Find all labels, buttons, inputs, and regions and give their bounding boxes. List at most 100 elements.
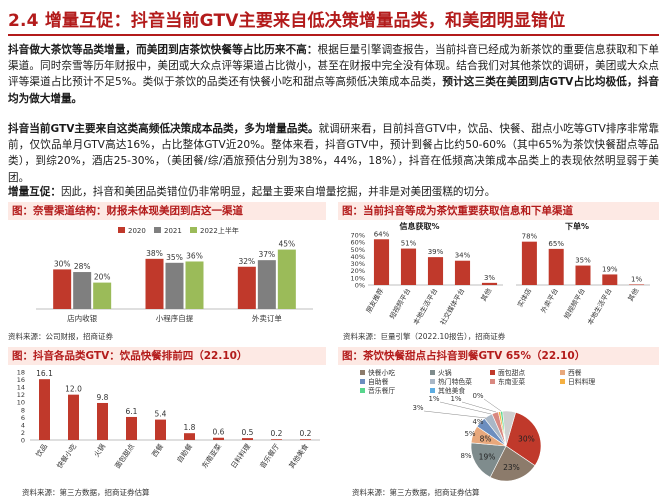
category-label-其他: 其他 [479,286,494,302]
subchart-title-1: 信息获取% [399,221,439,231]
bar-其他 [629,284,645,285]
y-tick-0: 0 [21,437,25,445]
bar-短视频平台 [575,265,591,285]
bar-label-其他: 1% [631,275,642,283]
bar-label-东南亚菜: 0.6 [213,428,225,437]
bar-火锅 [97,402,108,440]
bar-外卖订单-2021 [257,260,276,309]
y-tick-30%: 30% [351,260,365,268]
bar-东南亚菜 [213,437,224,440]
figure-1-heading: 图：奈雪渠道结构：财报未体现美团到店这一渠道 [8,202,326,220]
pie-outside-label-2: 1% [450,395,461,403]
y-tick-10%: 10% [351,274,365,282]
figure-2-heading: 图：当前抖音等成为茶饮重要获取信息和下单渠道 [338,202,659,220]
pie-label-火锅: 19% [479,453,496,462]
paragraph-3-lead: 增量互促： [8,186,61,198]
bar-label-小程序自提-2022上半年: 36% [186,251,203,260]
legend-label-面包甜点: 面包甜点 [498,368,525,377]
category-label-店内收银: 店内收银 [67,313,97,323]
category-label-其他美食: 其他美食 [287,442,310,470]
legend-swatch-2020 [118,227,125,233]
category-label-短视频平台: 短视频平台 [562,286,587,320]
pie-leader-0 [423,410,487,419]
bar-label-实体店: 78% [522,233,538,241]
y-tick-4: 4 [21,421,25,429]
pie-label-西餐: 8% [460,452,471,460]
pie-slice-其它 [502,410,517,447]
bar-本地生活平台 [602,274,618,285]
category-label-外卖平台: 外卖平台 [539,286,560,314]
y-tick-14: 14 [17,384,25,392]
legend-label-东南亚菜: 东南亚菜 [498,377,525,386]
bar-label-外卖订单-2021: 37% [258,250,275,259]
y-tick-10: 10 [17,399,25,407]
figure-2-source: 资料来源：巨量引擎（2022.10报告），招商证券 [343,332,506,341]
legend-swatch-热门特色菜 [430,379,435,384]
bar-label-店内收银-2021: 28% [74,262,91,271]
y-tick-70%: 70% [351,232,365,240]
paragraph-3: 增量互促：因此，抖音和美团品类错位仍非常明显，起量主要来自增量挖掘，并非是对美团… [8,184,659,200]
bar-label-小程序自提-2020: 38% [146,249,163,258]
bar-label-店内收银-2022上半年: 20% [94,273,111,282]
category-label-社交媒体平台: 社交媒体平台 [438,286,466,326]
bar-label-火锅: 9.8 [97,393,109,402]
bar-日料料理 [242,438,253,440]
y-tick-12: 12 [17,391,25,399]
bar-店内收银-2020 [53,269,72,309]
category-label-西餐: 西餐 [150,442,165,459]
figure-4-source: 资料来源：第三方数据，招商证券估算 [352,488,480,497]
category-label-自助餐: 自助餐 [175,442,194,464]
category-label-短视频平台: 短视频平台 [387,286,412,320]
bar-label-外卖订单-2022上半年: 45% [278,240,295,249]
category-label-饮品: 饮品 [34,442,49,459]
bar-小程序自提-2022上半年 [185,261,204,309]
pie-outside-label-3: 0% [472,392,483,400]
pie-label-西餐: 8% [480,435,492,444]
legend-label-音乐餐厅: 音乐餐厅 [368,386,395,395]
legend-label-快餐小吃: 快餐小吃 [368,368,395,377]
legend-label-西餐: 西餐 [568,368,582,377]
y-tick-40%: 40% [351,253,365,261]
bar-外卖平台 [548,248,564,285]
legend-label-2022上半年: 2022上半年 [200,226,239,235]
bar-快餐小吃 [68,394,79,440]
bar-西餐 [155,419,166,440]
pie-leader-3 [483,398,502,412]
bar-外卖订单-2020 [237,266,256,309]
legend-swatch-2021 [154,227,161,233]
category-label-面包甜点: 面包甜点 [113,442,136,470]
pie-label-快餐小吃: 23% [503,463,520,472]
bar-label-社交媒体平台: 34% [455,252,471,260]
category-label-本地生活平台: 本地生活平台 [411,286,439,326]
paragraph-2-lead: 抖音当前GTV主要来自这类高频低决策成本品类，多为增量品类。 [8,123,319,135]
y-tick-6: 6 [21,414,25,422]
bar-label-本地生活平台: 19% [602,265,618,273]
figure-3-source: 资料来源：第三方数据，招商证券估算 [22,488,150,497]
legend-label-热门特色菜: 热门特色菜 [438,377,472,386]
legend-label-2021: 2021 [164,227,182,235]
legend-label-日料料理: 日料料理 [568,377,595,386]
category-label-其他: 其他 [626,286,641,302]
bar-label-短视频平台: 35% [575,257,591,265]
legend-swatch-面包甜点 [490,370,495,375]
bar-小程序自提-2021 [165,262,184,309]
pie-slice-面包甜点 [505,411,542,467]
legend-swatch-自助餐 [360,379,365,384]
pie-leader-2 [461,401,497,413]
bar-社交媒体平台 [454,260,471,285]
bar-外卖订单-2022上半年 [277,249,296,309]
pie-slice-快餐小吃 [489,445,536,482]
pie-slice-火锅 [470,442,507,478]
bar-label-短视频平台: 51% [401,240,417,248]
category-label-实体店: 实体店 [515,286,533,308]
y-tick-18: 18 [17,369,25,377]
legend-swatch-东南亚菜 [490,379,495,384]
category-label-小程序自提: 小程序自提 [156,313,194,323]
legend-swatch-西餐 [560,370,565,375]
pie-label-面包甜点: 30% [518,435,535,444]
bar-店内收银-2021 [73,272,92,309]
legend-label-自助餐: 自助餐 [368,377,389,386]
legend-swatch-2022上半年 [190,227,197,233]
page-title: 2.4 增量互促：抖音当前GTV主要来自低决策增量品类，和美团明显错位 [8,11,566,31]
